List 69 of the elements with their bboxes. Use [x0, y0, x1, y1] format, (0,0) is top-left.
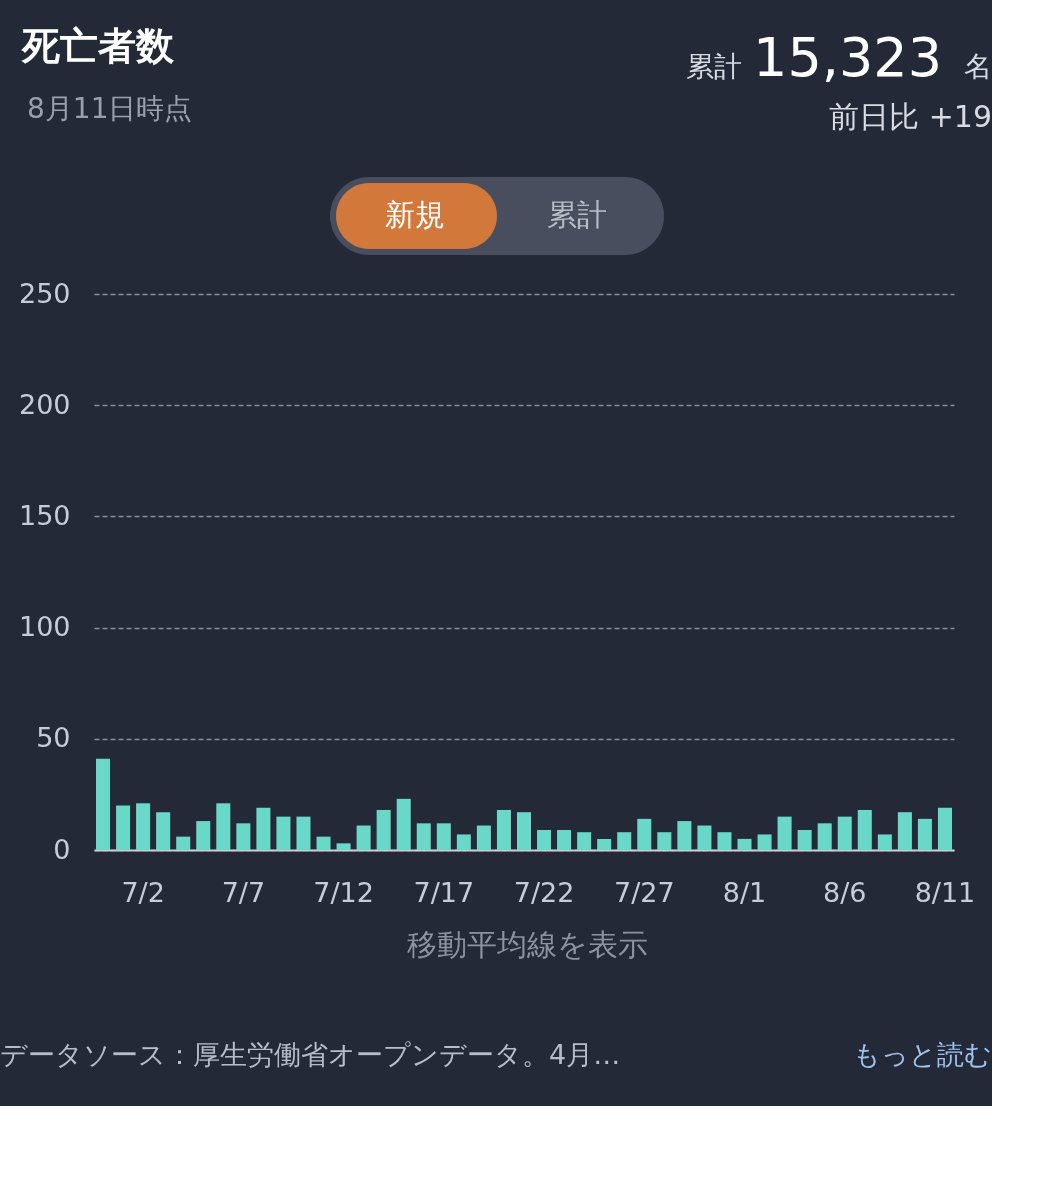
bar: [917, 818, 932, 850]
text: 新規: [385, 197, 445, 232]
x-tick-label: 7/7: [221, 876, 266, 908]
bar: [557, 829, 572, 850]
bar: [376, 809, 391, 850]
bar: [276, 816, 291, 850]
bar: [136, 803, 151, 850]
x-tick-label: 8/6: [823, 876, 867, 908]
bar: [797, 829, 812, 850]
bar: [837, 816, 852, 850]
bar: [737, 838, 752, 850]
bar: [757, 834, 772, 850]
text: データソース：厚生労働省オープンデータ。4月…: [0, 1039, 621, 1070]
y-tick-label: 150: [18, 499, 71, 531]
bar: [857, 809, 872, 850]
x-tick-label: 7/22: [513, 876, 575, 908]
bar: [196, 821, 211, 850]
bar: [657, 832, 672, 850]
text: 移動平均線を表示: [407, 927, 648, 962]
bar: [316, 836, 331, 850]
text: 名: [964, 50, 992, 83]
bar: [617, 832, 632, 850]
y-tick-label: 100: [18, 611, 71, 643]
text: 累計: [686, 50, 742, 83]
x-tick-label: 7/2: [121, 876, 165, 908]
bar: [897, 812, 912, 850]
bar: [176, 836, 191, 850]
bar: [236, 823, 251, 850]
bar: [637, 818, 652, 850]
x-tick-label: 7/17: [413, 876, 475, 908]
bar: [496, 809, 511, 850]
bar: [677, 821, 692, 850]
x-tick-label: 8/11: [914, 876, 976, 908]
bar: [296, 816, 311, 850]
y-tick-label: 250: [18, 277, 71, 309]
text: 15,323: [753, 26, 942, 89]
bar: [476, 825, 491, 850]
y-tick-label: 200: [18, 388, 71, 420]
bar: [156, 812, 171, 850]
bar: [777, 816, 792, 850]
y-tick-label: 0: [53, 833, 71, 865]
bar: [396, 798, 411, 850]
text: もっと読む: [853, 1039, 992, 1070]
bar: [537, 829, 552, 850]
bar: [416, 823, 431, 850]
bar: [577, 832, 592, 850]
chart-subtitle: 8月11日時点: [27, 92, 193, 125]
text: 前日比 +19: [829, 99, 992, 134]
bar: [516, 812, 532, 850]
bar: [717, 832, 732, 850]
bar: [697, 825, 712, 850]
bar: [937, 807, 952, 850]
bar: [336, 843, 351, 850]
bar: [96, 758, 111, 850]
x-tick-label: 8/1: [722, 876, 767, 908]
bar: [817, 823, 832, 850]
y-tick-label: 50: [36, 722, 71, 754]
bar: [256, 807, 271, 850]
chart-title: 死亡者数: [21, 24, 175, 68]
x-tick-label: 7/27: [613, 876, 675, 908]
bar: [356, 825, 371, 850]
bar: [597, 838, 612, 850]
bar: [116, 805, 131, 850]
bar: [456, 834, 471, 850]
bar: [216, 803, 231, 850]
bar: [877, 834, 892, 850]
bar: [436, 823, 451, 850]
x-tick-label: 7/12: [313, 876, 374, 908]
text: 累計: [547, 197, 607, 232]
